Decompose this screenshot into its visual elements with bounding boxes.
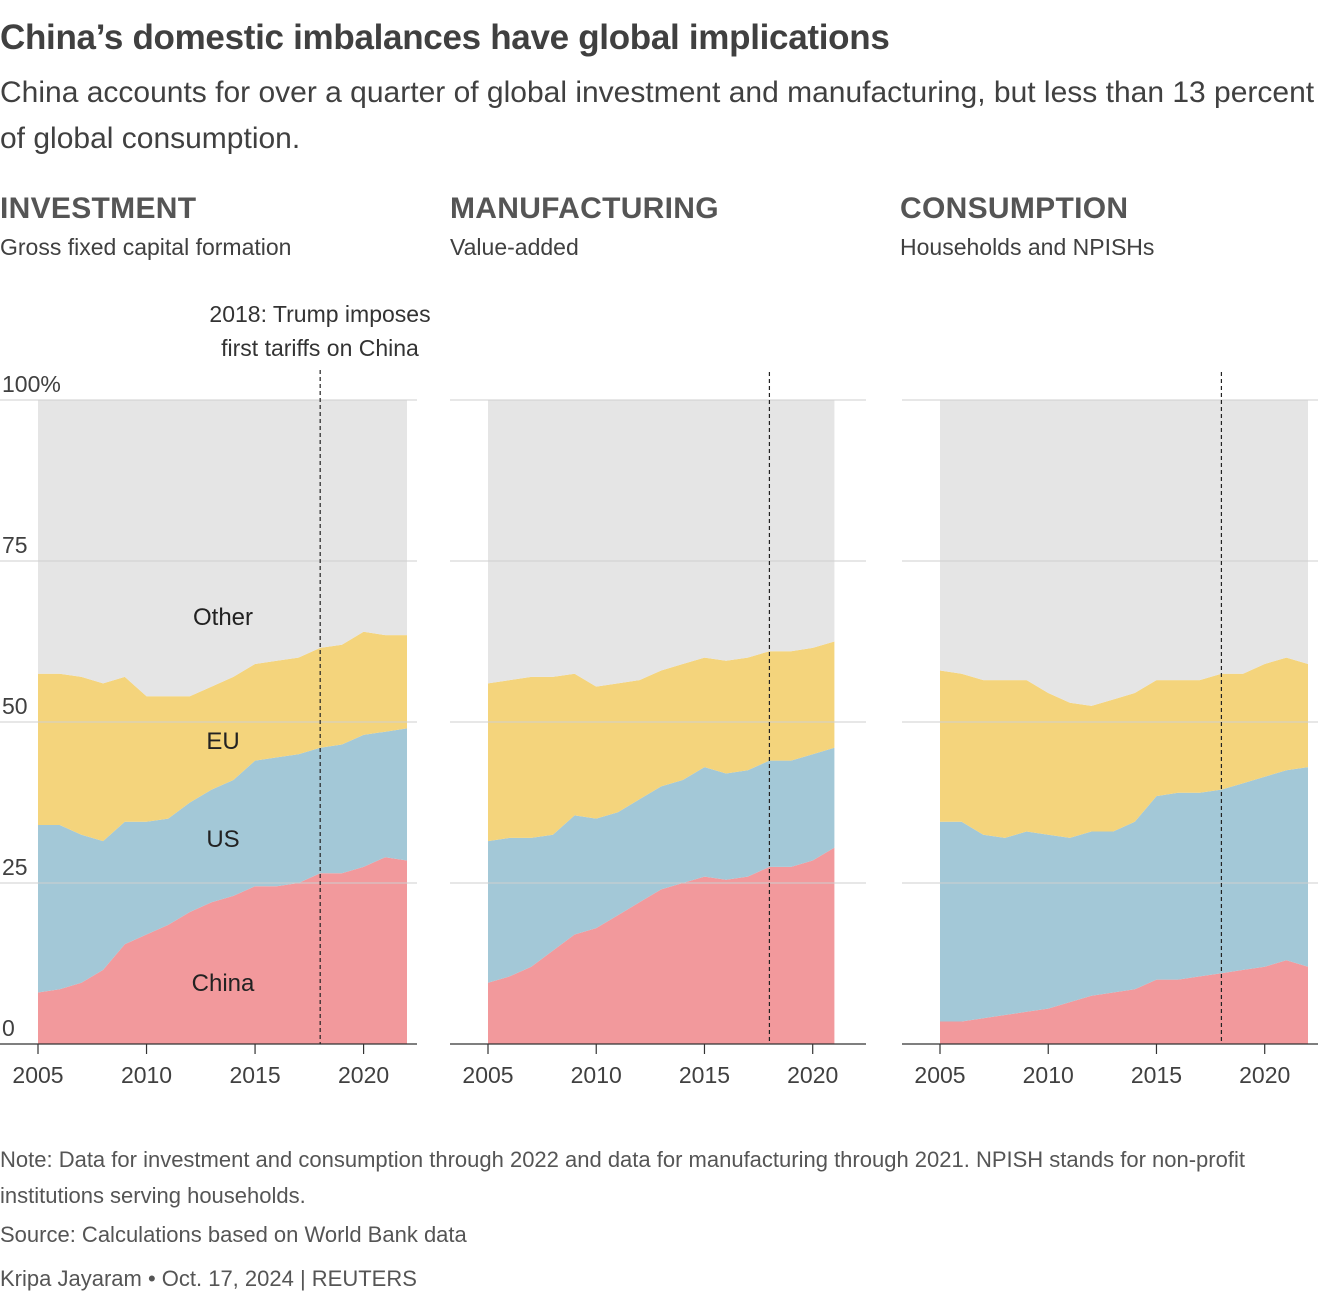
area-us-1: [488, 747, 835, 983]
chart-subtitle: China accounts for over a quarter of glo…: [0, 76, 1315, 155]
x-tick-label: 2005: [914, 1062, 965, 1088]
panel-head-investment: INVESTMENT Gross fixed capital formation: [0, 192, 420, 261]
panel-title-investment: INVESTMENT: [0, 192, 197, 225]
x-tick-label: 2015: [229, 1062, 280, 1088]
x-tick-label: 2020: [1239, 1062, 1290, 1088]
x-tick-label: 2010: [571, 1062, 622, 1088]
area-us-0: [38, 728, 407, 993]
panel-title-manufacturing: MANUFACTURING: [450, 192, 719, 225]
area-china-1: [488, 847, 835, 1044]
footnote: Note: Data for investment and consumptio…: [0, 1147, 1245, 1208]
tariff-annotation-line2: first tariffs on China: [221, 335, 419, 361]
source-line: Source: Calculations based on World Bank…: [0, 1222, 467, 1247]
y-tick-label: 0: [2, 1015, 15, 1041]
panel-subtitle-consumption: Households and NPISHs: [900, 234, 1155, 260]
x-tick-label: 2020: [338, 1062, 389, 1088]
panel-title-consumption: CONSUMPTION: [900, 192, 1129, 225]
x-tick-label: 2005: [462, 1062, 513, 1088]
area-other-1: [488, 400, 835, 687]
chart-title: China’s domestic imbalances have global …: [0, 18, 890, 57]
x-tick-label: 2005: [12, 1062, 63, 1088]
series-label-other: Other: [193, 604, 253, 631]
panel-subtitle-investment: Gross fixed capital formation: [0, 234, 292, 260]
area-us-2: [940, 767, 1308, 1022]
area-eu-1: [488, 641, 835, 842]
series-label-china: China: [192, 970, 255, 997]
y-tick-label: 75: [2, 532, 28, 558]
area-eu-0: [38, 631, 407, 842]
series-label-us: US: [206, 826, 239, 853]
area-china-2: [940, 960, 1308, 1044]
area-other-0: [38, 400, 407, 697]
area-china-0: [38, 857, 407, 1044]
y-tick-label: 25: [2, 854, 28, 880]
x-tick-label: 2010: [1023, 1062, 1074, 1088]
area-other-2: [940, 400, 1308, 706]
tariff-annotation-line1: 2018: Trump imposes: [209, 301, 430, 327]
area-eu-2: [940, 657, 1308, 838]
charts-svg: 2018: Trump imposes first tariffs on Chi…: [0, 301, 1318, 1088]
x-tick-label: 2015: [679, 1062, 730, 1088]
panel-head-consumption: CONSUMPTION Households and NPISHs: [900, 192, 1320, 261]
y-tick-label: 50: [2, 693, 28, 719]
x-tick-label: 2010: [121, 1062, 172, 1088]
y-tick-label: 100%: [2, 371, 61, 397]
x-tick-label: 2015: [1131, 1062, 1182, 1088]
panel-subtitle-manufacturing: Value-added: [450, 234, 579, 260]
panel-head-manufacturing: MANUFACTURING Value-added: [450, 192, 870, 261]
x-tick-label: 2020: [787, 1062, 838, 1088]
series-label-eu: EU: [206, 728, 239, 755]
byline: Kripa Jayaram • Oct. 17, 2024 | REUTERS: [0, 1266, 417, 1291]
